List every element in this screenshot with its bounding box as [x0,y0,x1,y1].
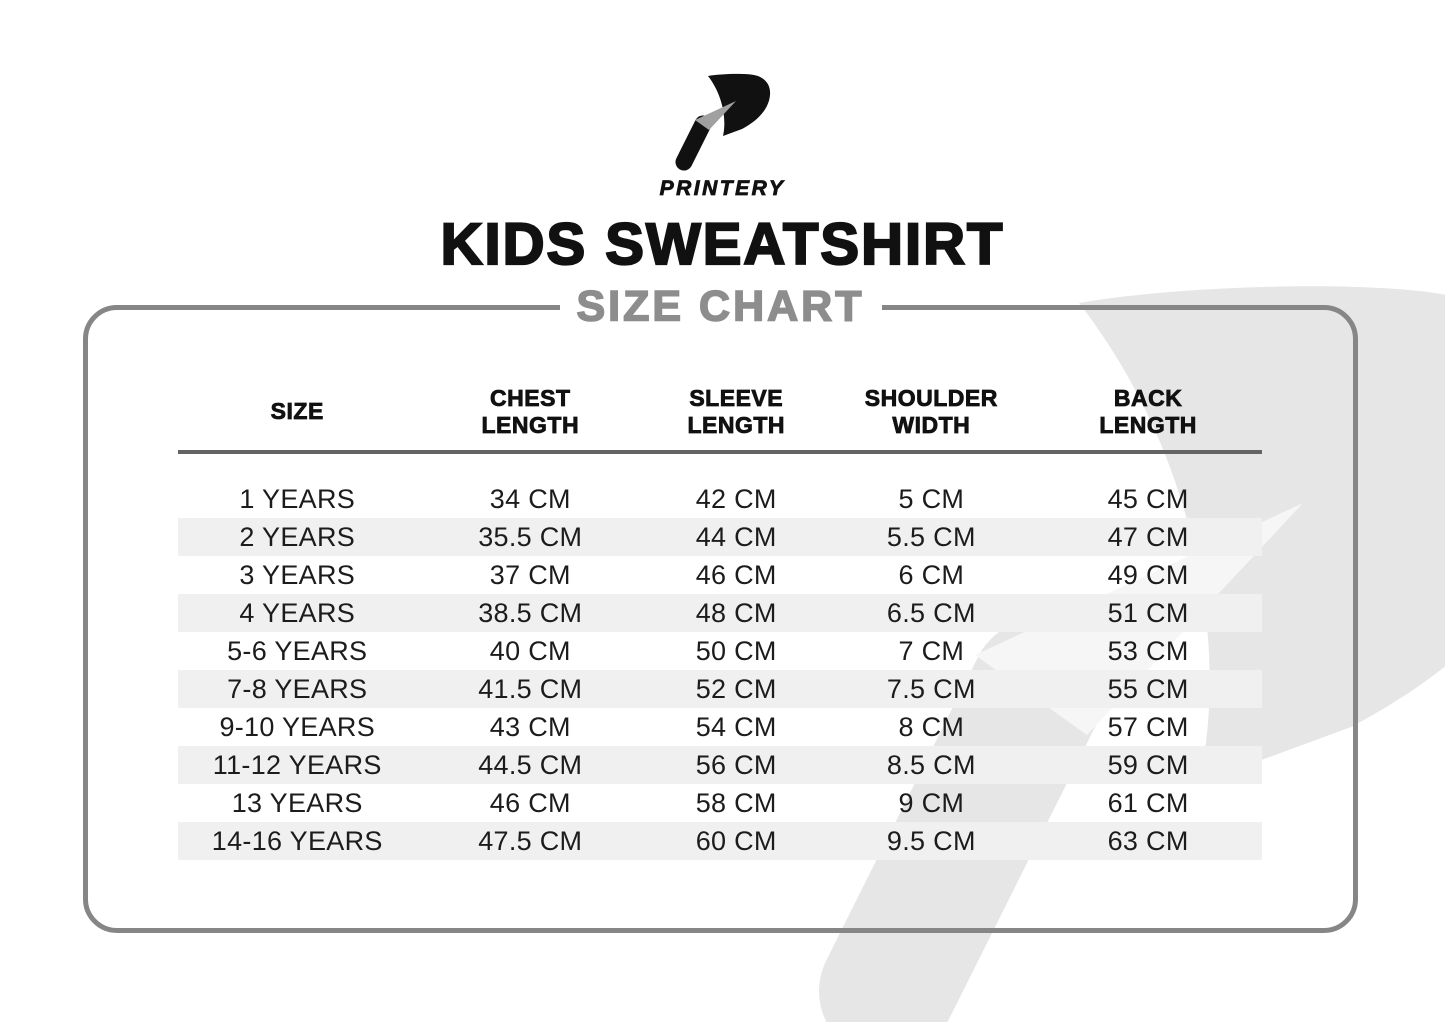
column-header: BACK LENGTH [1034,384,1262,439]
table-cell: 7.5 CM [886,673,976,704]
table-row: 14-16 YEARS 47.5 CM 60 CM 9.5 CM 63 CM [178,822,1262,860]
table-cell: 46 CM [695,559,777,590]
brand-name: PRINTERY [659,177,786,201]
table-body: 1 YEARS 34 CM 42 CM 5 CM 45 CM 2 YEARS 35.5 CM… [178,480,1262,860]
table-header-row: SIZE CHEST LENGTH SLEEVE LENGTH SHOULDER WIDTH… [178,376,1262,454]
table-cell: 43 CM [489,711,571,742]
table-cell: 4 YEARS [239,597,356,628]
table-cell: 13 YEARS [231,787,363,818]
table-cell: 61 CM [1107,787,1189,818]
column-header-line: CHEST [490,384,571,411]
table-cell: 5-6 YEARS [227,635,368,666]
table-cell: 11-12 YEARS [212,749,382,780]
column-header-line: LENGTH [481,412,580,439]
table-cell: 48 CM [695,597,777,628]
chart-subtitle: SIZE CHART [559,280,882,334]
table-row: 11-12 YEARS 44.5 CM 56 CM 8.5 CM 59 CM [178,746,1262,784]
table-cell: 35.5 CM [478,521,583,552]
table-cell: 5 CM [898,483,965,514]
table-cell: 40 CM [489,635,571,666]
table-row: 2 YEARS 35.5 CM 44 CM 5.5 CM 47 CM [178,518,1262,556]
table-cell: 14-16 YEARS [211,825,383,856]
table-cell: 42 CM [695,483,777,514]
table-cell: 7-8 YEARS [227,673,368,704]
table-cell: 7 CM [898,635,965,666]
table-cell: 49 CM [1107,559,1189,590]
table-cell: 47.5 CM [478,825,583,856]
table-cell: 8 CM [898,711,965,742]
table-cell: 9 CM [898,787,965,818]
table-cell: 38.5 CM [478,597,583,628]
size-table: SIZE CHEST LENGTH SLEEVE LENGTH SHOULDER WIDTH… [178,376,1262,860]
table-cell: 46 CM [489,787,571,818]
table-cell: 9-10 YEARS [219,711,376,742]
table-row: 13 YEARS 46 CM 58 CM 9 CM 61 CM [178,784,1262,822]
page-title: KIDS SWEATSHIRT [439,212,1005,277]
table-cell: 54 CM [695,711,777,742]
table-cell: 51 CM [1107,597,1189,628]
table-cell: 52 CM [695,673,777,704]
table-cell: 55 CM [1107,673,1189,704]
table-cell: 37 CM [489,559,571,590]
table-cell: 45 CM [1107,483,1189,514]
table-cell: 1 YEARS [239,483,356,514]
table-cell: 56 CM [695,749,777,780]
table-cell: 44.5 CM [478,749,583,780]
column-header: CHEST LENGTH [416,384,644,439]
table-cell: 59 CM [1107,749,1189,780]
table-cell: 57 CM [1107,711,1189,742]
brand-logo-icon [671,70,775,174]
table-cell: 3 YEARS [239,559,356,590]
table-row: 4 YEARS 38.5 CM 48 CM 6.5 CM 51 CM [178,594,1262,632]
table-row: 9-10 YEARS 43 CM 54 CM 8 CM 57 CM [178,708,1262,746]
column-header-line: SLEEVE [689,384,784,411]
column-header: SHOULDER WIDTH [828,384,1034,439]
table-cell: 6.5 CM [886,597,976,628]
column-header-line: SIZE [270,398,324,425]
table-row: 1 YEARS 34 CM 42 CM 5 CM 45 CM [178,480,1262,518]
table-cell: 58 CM [695,787,777,818]
table-cell: 47 CM [1107,521,1189,552]
column-header: SLEEVE LENGTH [644,384,828,439]
column-header-line: BACK [1113,384,1183,411]
table-cell: 50 CM [695,635,777,666]
table-cell: 2 YEARS [239,521,356,552]
table-cell: 44 CM [695,521,777,552]
table-cell: 5.5 CM [886,521,976,552]
table-row: 3 YEARS 37 CM 46 CM 6 CM 49 CM [178,556,1262,594]
table-cell: 6 CM [898,559,965,590]
table-cell: 63 CM [1107,825,1189,856]
table-cell: 9.5 CM [886,825,976,856]
table-cell: 34 CM [489,483,571,514]
table-row: 5-6 YEARS 40 CM 50 CM 7 CM 53 CM [178,632,1262,670]
table-row: 7-8 YEARS 41.5 CM 52 CM 7.5 CM 55 CM [178,670,1262,708]
table-cell: 60 CM [695,825,777,856]
table-cell: 8.5 CM [886,749,976,780]
column-header-line: SHOULDER [864,384,998,411]
column-header-line: WIDTH [892,412,971,439]
header: PRINTERY KIDS SWEATSHIRT [0,0,1445,277]
table-cell: 53 CM [1107,635,1189,666]
table-cell: 41.5 CM [478,673,583,704]
column-header-line: LENGTH [1099,412,1197,439]
column-header-line: LENGTH [687,412,785,439]
column-header: SIZE [178,398,416,425]
